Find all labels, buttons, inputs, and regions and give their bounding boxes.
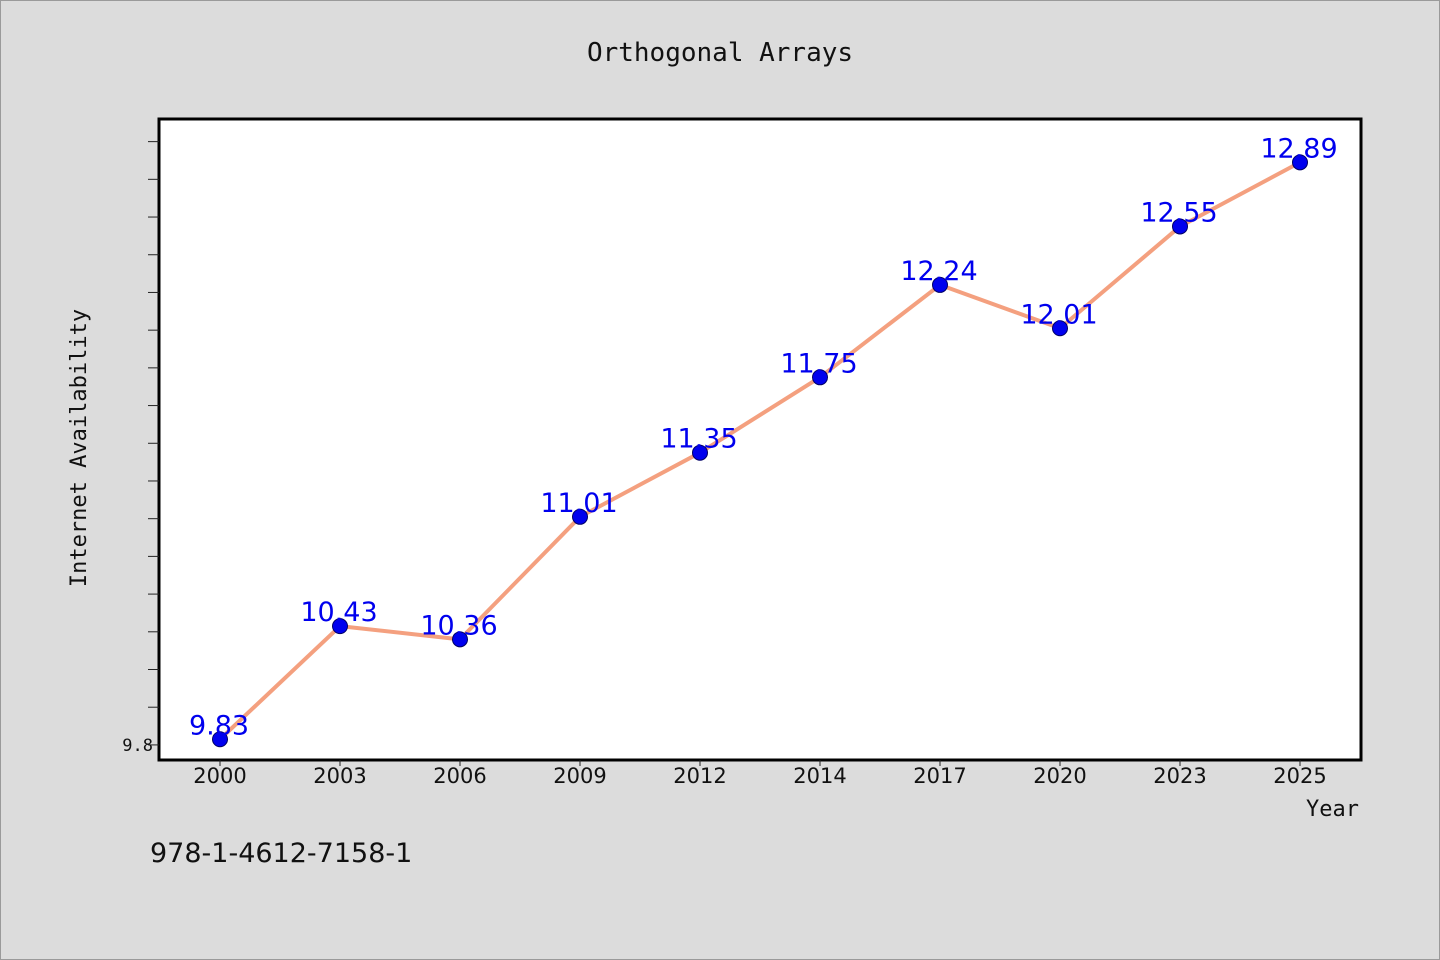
y-axis-ticks: 9.8 [122,141,159,756]
isbn-text: 978-1-4612-7158-1 [150,838,412,869]
data-label: 11.35 [660,424,737,455]
data-label: 10.43 [300,597,377,628]
data-point-marker [692,444,708,461]
data-point-marker [452,631,468,648]
data-point-marker [1292,154,1308,171]
x-tick-label: 2000 [193,764,246,788]
data-label: 12.24 [900,256,977,287]
x-tick-label: 2003 [313,764,366,788]
data-labels: 9.83 10.43 10.36 11.01 11.35 11.75 12.24 12.01 1… [189,133,1338,741]
x-tick-label: 2012 [673,764,726,788]
data-label: 11.75 [780,348,857,379]
y-axis-label: Internet Availability [67,309,92,587]
data-point-marker [1052,320,1068,337]
chart-title: Orthogonal Arrays [587,38,853,68]
x-tick-label: 2009 [553,764,606,788]
x-tick-label: 2017 [913,764,966,788]
x-tick-label: 2025 [1273,764,1326,788]
plot-area [157,117,1363,762]
x-tick-label: 2014 [793,764,846,788]
series-markers [212,154,1308,748]
data-label: 12.55 [1140,197,1217,228]
y-tick-label: 9.8 [122,736,153,756]
series-line [218,160,1302,742]
data-point-marker [932,276,948,293]
x-axis-label: Year [1306,797,1359,822]
data-point-marker [332,618,348,635]
data-point-marker [572,508,588,525]
series-line-group [218,160,1302,742]
data-label: 9.83 [189,710,249,741]
x-tick-label: 2020 [1033,764,1086,788]
x-axis-ticks: 2000 2003 2006 2009 2012 2014 2017 2020 2023 2025 [193,760,1327,788]
data-point-marker [812,369,828,386]
data-point-marker [1172,218,1188,235]
x-tick-label: 2006 [433,764,486,788]
data-label: 12.01 [1020,299,1097,330]
data-point-marker [212,731,228,748]
data-label: 12.89 [1260,133,1337,164]
x-tick-label: 2023 [1153,764,1206,788]
data-label: 10.36 [420,610,497,641]
data-label: 11.01 [540,488,617,519]
